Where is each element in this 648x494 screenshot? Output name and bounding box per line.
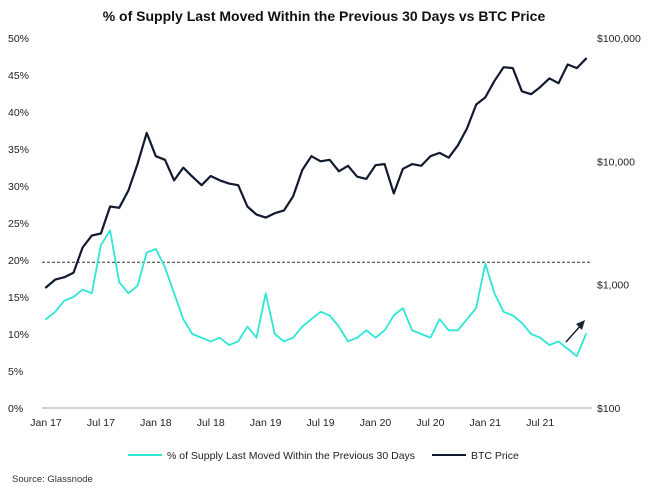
legend: % of Supply Last Moved Within the Previo… bbox=[128, 450, 519, 462]
x-tick-label: Jul 18 bbox=[197, 417, 225, 429]
x-tick-label: Jan 19 bbox=[250, 417, 282, 429]
source-note: Source: Glassnode bbox=[12, 474, 93, 485]
left-tick-label: 50% bbox=[8, 33, 29, 45]
series-lines bbox=[44, 57, 588, 358]
legend-label-supply: % of Supply Last Moved Within the Previo… bbox=[167, 450, 415, 462]
right-tick-label: $100,000 bbox=[597, 33, 641, 45]
left-tick-label: 25% bbox=[8, 218, 29, 230]
left-axis: 0% 5% 10% 15% 20% 25% 30% 35% 40% 45% 50% bbox=[8, 33, 29, 415]
left-tick-label: 5% bbox=[8, 366, 23, 378]
x-tick-label: Jan 21 bbox=[470, 417, 502, 429]
left-tick-label: 0% bbox=[8, 403, 23, 415]
x-tick-label: Jan 20 bbox=[360, 417, 392, 429]
legend-label-price: BTC Price bbox=[471, 450, 519, 462]
x-axis: Jan 17 Jul 17 Jan 18 Jul 18 Jan 19 Jul 19 Jan … bbox=[30, 417, 554, 429]
trend-arrow-annotation bbox=[565, 320, 585, 343]
x-tick-label: Jul 21 bbox=[526, 417, 554, 429]
left-tick-label: 30% bbox=[8, 181, 29, 193]
x-tick-label: Jul 20 bbox=[416, 417, 444, 429]
left-tick-label: 35% bbox=[8, 144, 29, 156]
series-line-price bbox=[44, 57, 588, 289]
right-tick-label: $10,000 bbox=[597, 156, 635, 168]
left-tick-label: 45% bbox=[8, 70, 29, 82]
left-tick-label: 20% bbox=[8, 255, 29, 267]
x-tick-label: Jan 17 bbox=[30, 417, 62, 429]
left-tick-label: 15% bbox=[8, 292, 29, 304]
chart-title: % of Supply Last Moved Within the Previo… bbox=[102, 8, 546, 24]
x-tick-label: Jan 18 bbox=[140, 417, 172, 429]
right-axis: $100 $1,000 $10,000 $100,000 bbox=[597, 33, 641, 415]
left-tick-label: 40% bbox=[8, 107, 29, 119]
x-tick-label: Jul 17 bbox=[87, 417, 115, 429]
right-tick-label: $100 bbox=[597, 403, 621, 415]
left-tick-label: 10% bbox=[8, 329, 29, 341]
right-tick-label: $1,000 bbox=[597, 280, 629, 292]
arrow-head-icon bbox=[576, 320, 585, 330]
series-line-supply bbox=[45, 229, 587, 358]
x-tick-label: Jul 19 bbox=[307, 417, 335, 429]
